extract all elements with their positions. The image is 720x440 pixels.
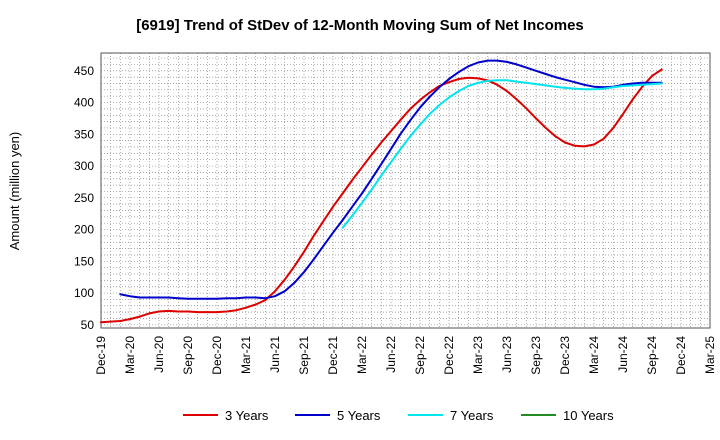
x-tick-label: Sep-21	[297, 336, 311, 375]
x-tick-label: Dec-22	[442, 336, 456, 375]
plot-area	[100, 52, 711, 329]
y-tick-label: 250	[74, 191, 94, 205]
x-tick-label: Mar-21	[239, 336, 253, 374]
series-line-5-years	[119, 59, 663, 300]
y-axis-ticks: 50 100 150 200 250 300 350 400 450	[74, 64, 94, 332]
x-tick-label: Jun-23	[500, 336, 514, 373]
y-axis-title: Amount (million yen)	[7, 132, 22, 251]
x-tick-label: Jun-21	[268, 336, 282, 373]
series-line-7-years	[341, 79, 663, 229]
series-line-3-years	[100, 68, 663, 324]
x-tick-label: Sep-23	[529, 336, 543, 375]
x-tick-label: Sep-24	[645, 336, 659, 375]
x-tick-label: Mar-25	[703, 336, 717, 374]
y-tick-label: 150	[74, 254, 94, 268]
legend-label: 3 Years	[225, 408, 269, 423]
x-tick-label: Mar-23	[471, 336, 485, 374]
y-tick-label: 400	[74, 96, 94, 110]
y-tick-label: 300	[74, 159, 94, 173]
x-tick-label: Mar-20	[123, 336, 137, 374]
chart-title: [6919] Trend of StDev of 12-Month Moving…	[136, 17, 584, 34]
legend-label: 5 Years	[337, 408, 381, 423]
x-tick-label: Jun-24	[616, 336, 630, 373]
x-tick-label: Sep-20	[181, 336, 195, 375]
legend: 3 Years 5 Years 7 Years 10 Years	[183, 408, 614, 423]
y-tick-label: 450	[74, 64, 94, 78]
y-tick-label: 200	[74, 223, 94, 237]
x-tick-label: Dec-24	[674, 336, 688, 375]
x-tick-label: Dec-23	[558, 336, 572, 375]
y-tick-label: 350	[74, 127, 94, 141]
plot-border	[100, 52, 711, 329]
x-tick-label: Sep-22	[413, 336, 427, 375]
x-tick-label: Jun-22	[384, 336, 398, 373]
x-axis-ticks: Dec-19 Mar-20 Jun-20 Sep-20 Dec-20 Mar-21 Jun-…	[94, 336, 717, 375]
legend-label: 10 Years	[563, 408, 614, 423]
x-tick-label: Dec-20	[210, 336, 224, 375]
x-tick-label: Mar-22	[355, 336, 369, 374]
legend-label: 7 Years	[450, 408, 494, 423]
x-tick-label: Mar-24	[587, 336, 601, 374]
x-tick-label: Dec-21	[326, 336, 340, 375]
y-tick-label: 100	[74, 286, 94, 300]
plot-background	[101, 53, 710, 328]
series-layer	[100, 59, 663, 324]
x-tick-label: Dec-19	[94, 336, 108, 375]
x-tick-label: Jun-20	[152, 336, 166, 373]
y-tick-label: 50	[81, 318, 95, 332]
